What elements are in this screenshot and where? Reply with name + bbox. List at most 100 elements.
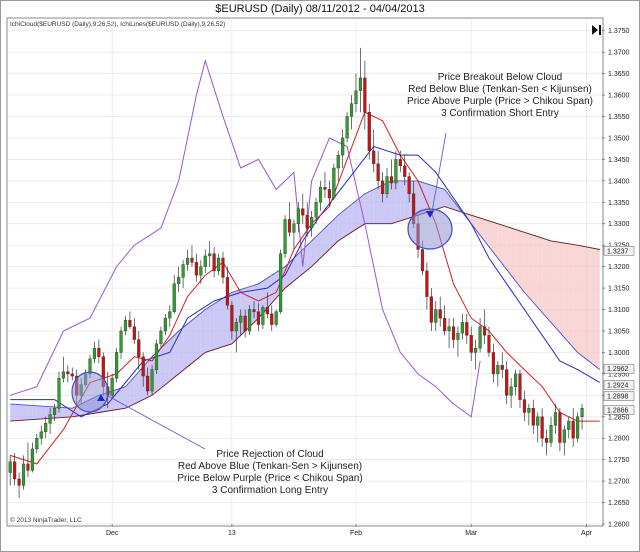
candle xyxy=(536,412,540,443)
candle-body xyxy=(208,253,212,257)
candle xyxy=(571,408,575,447)
candle-body xyxy=(553,412,558,426)
candle-body xyxy=(310,217,314,229)
candle-body xyxy=(460,322,464,334)
candle-body xyxy=(407,176,411,194)
cloud-segment xyxy=(10,403,15,422)
candle xyxy=(17,472,21,499)
candle xyxy=(403,155,407,186)
cloud-segment xyxy=(391,180,396,224)
candle-body xyxy=(199,266,203,276)
candle-body xyxy=(469,335,473,353)
cloud-segment xyxy=(493,222,498,259)
candle xyxy=(318,180,323,211)
cloud-segment xyxy=(586,246,591,363)
grid xyxy=(8,20,602,525)
cloud-segment xyxy=(573,244,578,353)
cloud-segment xyxy=(466,213,472,224)
candle xyxy=(345,112,349,143)
candle-body xyxy=(451,326,456,340)
candle xyxy=(513,369,518,396)
candle-body xyxy=(52,407,57,415)
candle-body xyxy=(17,478,21,486)
cloud-segment xyxy=(200,309,206,356)
candle-body xyxy=(465,322,469,336)
cloud-segment xyxy=(559,242,565,338)
price-badge-label: 1.3237 xyxy=(607,248,629,255)
candle-body xyxy=(44,423,48,432)
candle xyxy=(44,416,48,439)
x-tick-label: Dec xyxy=(106,530,119,537)
candle-body xyxy=(92,347,97,360)
candle xyxy=(482,309,487,344)
candle-body xyxy=(580,407,584,417)
cloud-segment xyxy=(271,272,277,304)
candle-body xyxy=(230,305,234,332)
candle-body xyxy=(154,343,159,370)
indicator-label: IchiCloud($EURUSD (Daily),9,26,52), Ichi… xyxy=(10,21,225,28)
candle xyxy=(314,198,318,224)
cloud-segment xyxy=(480,218,485,241)
candle-body xyxy=(358,77,362,91)
cloud-segment xyxy=(307,240,312,271)
y-tick-label: 1.2700 xyxy=(608,479,630,486)
candle-body xyxy=(536,416,540,426)
candle xyxy=(469,326,473,362)
candle-body xyxy=(318,187,323,203)
cloud-segment xyxy=(369,189,374,224)
candle xyxy=(48,408,52,434)
cloud-segment xyxy=(440,188,445,209)
cloud-segment xyxy=(551,240,556,328)
candle xyxy=(270,305,274,331)
long-entry-arrow-icon xyxy=(97,394,105,401)
copyright-label: © 2013 NinjaTrader, LLC xyxy=(10,516,82,524)
cloud-segment xyxy=(316,232,321,263)
candle-body xyxy=(487,335,491,353)
cloud-segment xyxy=(196,313,201,360)
candle-body xyxy=(13,461,17,480)
candle xyxy=(115,348,119,383)
cloud-segment xyxy=(32,405,37,420)
candle-body xyxy=(115,352,119,379)
cloud-segment xyxy=(14,404,20,421)
candle xyxy=(26,442,30,477)
cloud-segment xyxy=(528,233,534,303)
cloud-segment xyxy=(484,219,489,247)
candle-body xyxy=(248,309,252,332)
candle-body xyxy=(61,371,65,379)
x-tick-label: Mar xyxy=(465,530,478,537)
y-tick-label: 1.3550 xyxy=(608,114,630,121)
play-control-icon[interactable] xyxy=(592,25,601,35)
long-annotation-line-2: Red Above Blue (Tenkan-Sen > Kijunsen) xyxy=(178,461,362,472)
candle xyxy=(465,313,469,344)
candle xyxy=(354,73,358,113)
candle-body xyxy=(172,283,176,312)
candle xyxy=(190,245,194,267)
candle-body xyxy=(270,313,274,325)
candle-body xyxy=(190,257,194,263)
y-tick-label: 1.2800 xyxy=(608,436,630,443)
short-annotation-line-4: 3 Confirmation Short Entry xyxy=(441,108,559,119)
candle xyxy=(443,305,447,336)
candle-body xyxy=(385,176,389,194)
cloud-segment xyxy=(129,376,135,407)
candle-body xyxy=(292,223,296,233)
long-entry-annotation: Price Rejection of Cloud Red Above Blue … xyxy=(71,371,363,496)
candle xyxy=(97,339,101,364)
cloud-segment xyxy=(174,330,179,378)
cloud-segment xyxy=(214,300,219,350)
candle-body xyxy=(336,154,340,169)
long-entry-circle xyxy=(71,371,109,413)
cloud-segment xyxy=(515,229,520,287)
candle xyxy=(181,260,185,289)
candle-body xyxy=(420,249,425,272)
cloud-segment xyxy=(205,306,210,353)
cloud-segment xyxy=(537,236,543,313)
candle-body xyxy=(305,214,309,229)
candle xyxy=(456,326,460,357)
cloud-segment xyxy=(546,239,552,323)
candle xyxy=(349,95,354,130)
candle xyxy=(168,305,172,327)
candle xyxy=(389,159,394,190)
